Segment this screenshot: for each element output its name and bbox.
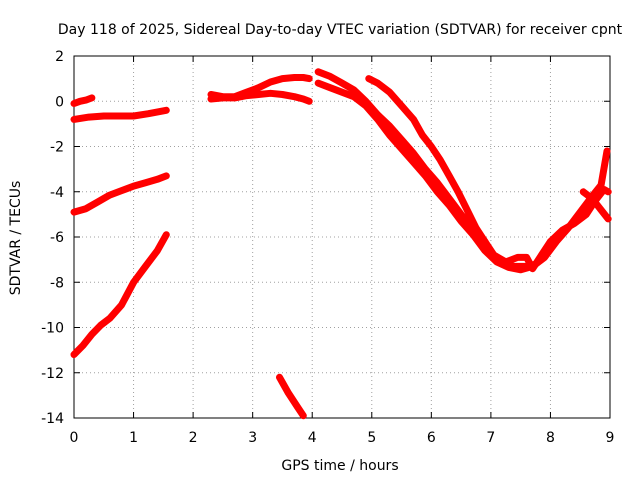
series-s10 <box>365 75 612 273</box>
series-s6 <box>207 89 313 105</box>
y-ticks: -14 -12 -10 -8 -6 -4 -2 0 2 <box>41 49 610 427</box>
y-tick-label: -10 <box>41 321 64 337</box>
y-tick-label: -4 <box>50 185 64 201</box>
y-tick-label: -6 <box>50 230 64 246</box>
data-series <box>70 68 612 420</box>
x-tick-label: 9 <box>606 430 615 446</box>
y-tick-label: -2 <box>50 140 64 156</box>
series-s9 <box>314 79 611 274</box>
y-tick-label: 0 <box>55 94 64 110</box>
y-tick-label: -14 <box>41 411 64 427</box>
y-tick-label: -8 <box>50 275 64 291</box>
x-tick-label: 2 <box>189 430 198 446</box>
x-tick-label: 3 <box>248 430 257 446</box>
series-s4 <box>70 231 170 359</box>
series-s1 <box>70 94 96 107</box>
y-tick-label: 2 <box>55 49 64 65</box>
x-tick-label: 4 <box>308 430 317 446</box>
x-tick-label: 0 <box>70 430 79 446</box>
x-ticks: 0 1 2 3 4 5 6 7 8 9 <box>70 56 615 446</box>
chart-title: Day 118 of 2025, Sidereal Day-to-day VTE… <box>58 22 623 38</box>
x-tick-label: 5 <box>367 430 376 446</box>
x-tick-label: 6 <box>427 430 436 446</box>
x-tick-label: 1 <box>129 430 138 446</box>
x-tick-label: 8 <box>546 430 555 446</box>
series-s2 <box>70 106 170 123</box>
series-s3 <box>70 172 170 216</box>
y-axis-label: SDTVAR / TECUs <box>8 181 24 296</box>
series-s7 <box>276 373 307 420</box>
series-s11 <box>579 188 612 223</box>
x-axis-label: GPS time / hours <box>281 458 398 474</box>
y-tick-label: -12 <box>41 366 64 382</box>
x-tick-label: 7 <box>486 430 495 446</box>
